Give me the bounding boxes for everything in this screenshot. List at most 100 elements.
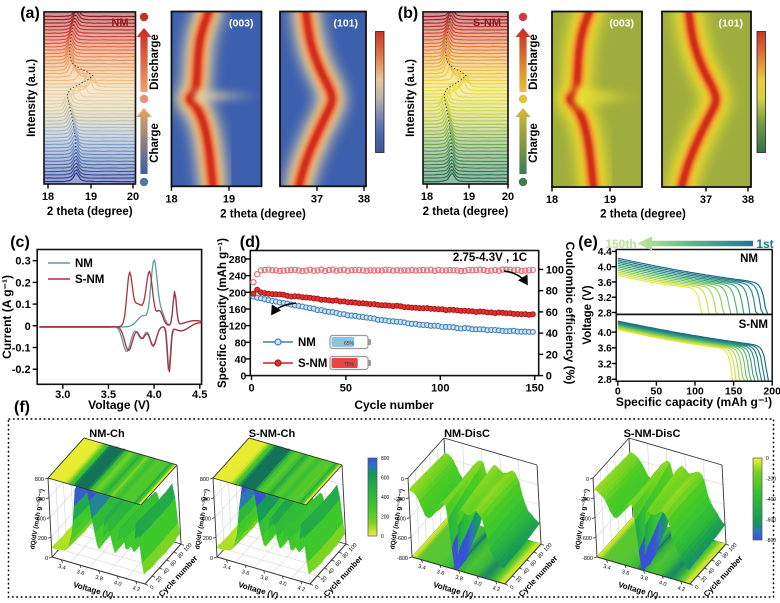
svg-text:0: 0 (25, 321, 31, 333)
svg-text:150: 150 (526, 383, 544, 395)
svg-text:80: 80 (537, 551, 546, 560)
svg-text:800: 800 (381, 456, 390, 462)
svg-text:-0.2: -0.2 (12, 364, 31, 376)
svg-text:-600: -600 (396, 536, 407, 542)
svg-text:Cycle number: Cycle number (354, 398, 434, 412)
svg-text:0: 0 (381, 534, 384, 540)
svg-text:Specific capacity (mAh g⁻¹): Specific capacity (mAh g⁻¹) (616, 395, 772, 409)
svg-text:-800: -800 (397, 556, 408, 562)
svg-text:0: 0 (149, 585, 155, 591)
svg-text:(f): (f) (14, 399, 30, 416)
svg-text:S-NM: S-NM (298, 358, 327, 370)
svg-text:2 theta (degree): 2 theta (degree) (423, 206, 509, 218)
svg-text:100: 100 (686, 386, 704, 398)
svg-text:4.2: 4.2 (677, 585, 686, 593)
svg-text:4.2: 4.2 (132, 585, 141, 593)
svg-text:150th: 150th (605, 237, 636, 251)
svg-text:0: 0 (546, 371, 552, 383)
svg-text:4.0: 4.0 (598, 328, 612, 339)
svg-text:100: 100 (348, 542, 359, 553)
svg-text:150: 150 (725, 386, 743, 398)
svg-text:1st: 1st (756, 237, 773, 251)
svg-text:200: 200 (38, 536, 47, 542)
svg-text:3.8: 3.8 (639, 575, 648, 583)
svg-text:80: 80 (177, 551, 186, 560)
svg-text:-200: -200 (766, 477, 776, 483)
svg-text:NM: NM (740, 253, 758, 265)
svg-text:80: 80 (235, 337, 247, 349)
svg-text:20: 20 (320, 575, 329, 584)
svg-text:4.0: 4.0 (113, 580, 122, 588)
svg-text:3.4: 3.4 (57, 564, 66, 572)
svg-text:2.8: 2.8 (598, 375, 612, 386)
svg-text:3.0: 3.0 (55, 389, 70, 401)
svg-text:S-NM: S-NM (75, 274, 104, 286)
svg-text:200: 200 (381, 515, 390, 521)
svg-text:-200: -200 (579, 497, 590, 503)
svg-text:100: 100 (543, 542, 554, 553)
svg-text:19: 19 (604, 194, 616, 206)
svg-text:40: 40 (546, 328, 558, 340)
svg-text:3.6: 3.6 (76, 569, 85, 577)
svg-text:3.2: 3.2 (598, 293, 612, 304)
svg-text:100: 100 (546, 264, 564, 276)
svg-text:(a): (a) (20, 5, 40, 22)
svg-text:200: 200 (763, 386, 780, 398)
svg-text:-800: -800 (582, 556, 593, 562)
svg-text:NM: NM (298, 337, 316, 349)
svg-text:800: 800 (200, 477, 209, 483)
svg-text:19: 19 (85, 191, 97, 203)
svg-text:50: 50 (651, 386, 663, 398)
svg-text:NM: NM (75, 258, 93, 270)
svg-text:60: 60 (546, 307, 558, 319)
svg-text:600: 600 (381, 476, 390, 482)
svg-text:18: 18 (546, 194, 558, 206)
svg-text:20: 20 (515, 575, 524, 584)
svg-text:40: 40 (235, 354, 247, 366)
svg-text:18: 18 (42, 191, 54, 203)
svg-text:600: 600 (201, 497, 210, 503)
svg-text:18: 18 (421, 191, 433, 203)
svg-text:0: 0 (314, 585, 320, 591)
svg-text:3.2: 3.2 (598, 359, 612, 370)
svg-text:NM-DisC: NM-DisC (444, 428, 490, 440)
svg-text:-400: -400 (580, 517, 591, 523)
svg-text:20: 20 (546, 349, 558, 361)
svg-text:0: 0 (586, 477, 589, 483)
svg-text:200: 200 (229, 287, 247, 299)
svg-text:4.0: 4.0 (146, 389, 161, 401)
svg-text:3.4: 3.4 (602, 564, 611, 572)
svg-text:40: 40 (707, 567, 716, 576)
svg-text:20: 20 (127, 191, 139, 203)
svg-text:3.6: 3.6 (436, 569, 445, 577)
svg-text:60: 60 (530, 559, 539, 568)
svg-text:600: 600 (36, 497, 45, 503)
svg-text:NM: NM (111, 17, 128, 29)
svg-text:Voltage (V): Voltage (V) (582, 285, 594, 344)
svg-text:37: 37 (311, 193, 323, 205)
svg-text:-200: -200 (394, 497, 405, 503)
svg-text:Voltage (V): Voltage (V) (88, 398, 150, 412)
svg-text:2.8: 2.8 (598, 308, 612, 319)
svg-text:50: 50 (340, 383, 352, 395)
svg-text:20: 20 (502, 191, 514, 203)
svg-text:3.4: 3.4 (222, 564, 231, 572)
svg-text:3.4: 3.4 (417, 564, 426, 572)
svg-text:(b): (b) (398, 5, 418, 22)
svg-text:2.75-4.3V , 1C: 2.75-4.3V , 1C (453, 252, 527, 264)
svg-text:-400: -400 (766, 497, 776, 503)
svg-text:NM-Ch: NM-Ch (89, 428, 125, 440)
svg-text:60: 60 (335, 559, 344, 568)
svg-text:60: 60 (170, 559, 179, 568)
svg-text:80: 80 (722, 551, 731, 560)
svg-text:3.6: 3.6 (598, 344, 612, 355)
svg-text:Intensity (a.u.): Intensity (a.u.) (405, 59, 417, 137)
svg-text:19: 19 (463, 191, 475, 203)
svg-text:120: 120 (229, 321, 247, 333)
svg-text:0.3: 0.3 (15, 256, 30, 268)
svg-text:(101): (101) (718, 18, 743, 30)
svg-text:38: 38 (358, 193, 370, 205)
svg-text:0: 0 (615, 386, 621, 398)
svg-text:Charge: Charge (149, 123, 161, 163)
svg-text:0: 0 (240, 371, 246, 383)
